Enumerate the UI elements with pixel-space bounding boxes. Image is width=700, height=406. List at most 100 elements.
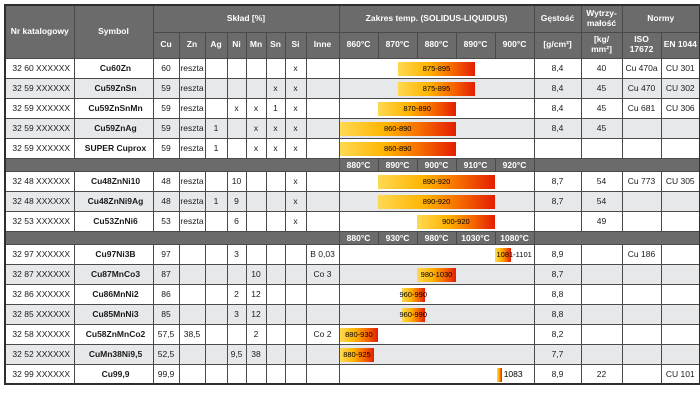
cell-iso [621,343,662,365]
cell-nr-katalogowy: 32 60 XXXXXX [4,57,75,79]
cell-iso: Cu 470 [621,77,662,99]
cell-symbol: Cu53ZnNi6 [73,210,154,232]
cell-ni: 2 [226,283,247,305]
temp-range-label: 1081-1101 [496,250,532,259]
cell-mn: 10 [245,263,267,285]
col-header-ni: Ni [226,31,247,59]
cell-inne [305,363,340,385]
cell-sn [265,243,286,265]
cell-wytrzymalosc: 45 [580,97,623,119]
temp-range-bar: 960-990 [399,287,427,302]
scale-separator-row: 880°C 890°C 900°C 910°C 920°C [4,157,700,172]
cell-cu: 97 [152,243,180,265]
cell-si [284,363,307,385]
cell-wytrzymalosc [580,137,623,159]
cell-sn [265,170,286,192]
cell-inne [305,137,340,159]
cell-inne [305,190,340,212]
cell-en: CU 305 [660,170,700,192]
cell-nr-katalogowy: 32 59 XXXXXX [4,77,75,99]
cell-cu: 86 [152,283,180,305]
cell-temp-range: 870-890 [338,97,535,119]
temp-range-bar: 900-920 [417,214,495,229]
cell-zn: reszta [178,190,206,212]
cell-inne: B 0,03 [305,243,340,265]
temp-range-bar: 890-920 [378,174,495,189]
cell-temp-range: 980-1030 [338,263,535,285]
cell-en: CU 301 [660,57,700,79]
cell-nr-katalogowy: 32 53 XXXXXX [4,210,75,232]
cell-cu: 85 [152,303,180,325]
cell-ni: 9 [226,190,247,212]
table-row: 32 99 XXXXXX Cu99,9 99,9 1083 8,9 22 CU 101 [4,363,700,385]
cell-si [284,303,307,325]
cell-nr-katalogowy: 32 59 XXXXXX [4,97,75,119]
cell-ag [204,57,228,79]
cell-sn [265,283,286,305]
cell-wytrzymalosc [580,323,623,345]
cell-inne [305,210,340,232]
cell-iso [621,137,662,159]
col-header-mn: Mn [245,31,267,59]
cell-wytrzymalosc: 54 [580,170,623,192]
cell-symbol: Cu59ZnSn [73,77,154,99]
temp-range-label: 980-1030 [420,270,453,279]
cell-cu: 53 [152,210,180,232]
cell-gestosc [533,137,582,159]
table-row: 32 85 XXXXXX Cu85MnNi3 85 3 12 960-990 8,8 [4,303,700,325]
cell-wytrzymalosc: 49 [580,210,623,232]
temp-range-bar: 1081-1101 [495,247,532,262]
temp-range-label: 875-895 [422,64,451,73]
table-row: 32 52 XXXXXX CuMn38Ni9,5 52,5 9,5 38 880-925 7… [4,343,700,365]
table-row: 32 59 XXXXXX Cu59ZnSn 59 reszta x x 875-895 8,4… [4,77,700,99]
cell-si: x [284,170,307,192]
cell-sn: x [265,77,286,99]
cell-si: x [284,77,307,99]
cell-inne [305,303,340,325]
cell-ni: 9,5 [226,343,247,365]
cell-en [660,263,700,285]
col-header-ag: Ag [204,31,228,59]
table-row: 32 97 XXXXXX Cu97Ni3B 97 3 B 0,03 1081-1101 8,… [4,243,700,265]
cell-inne [305,283,340,305]
cell-wytrzymalosc [580,243,623,265]
cell-temp-range: 860-890 [338,117,535,139]
cell-symbol: Cu58ZnMnCo2 [73,323,154,345]
cell-temp-range: 880-925 [338,343,535,365]
cell-sn [265,343,286,365]
cell-symbol: Cu87MnCo3 [73,263,154,285]
table-row: 32 59 XXXXXX Cu59ZnSnMn 59 reszta x x 1 x 870-89… [4,97,700,119]
cell-ni [226,323,247,345]
temp-range-label: 1083 [503,368,523,379]
cell-gestosc: 8,7 [533,190,582,212]
cell-en [660,210,700,232]
cell-mn [245,210,267,232]
temp-range-label: 960-990 [399,290,427,299]
cell-cu: 57,5 [152,323,180,345]
temp-range-label: 860-890 [383,144,412,153]
col-header-gestosc-unit: [g/cm³] [533,31,582,59]
temp-range-bar: 980-1030 [417,267,456,282]
table-row: 32 58 XXXXXX Cu58ZnMnCo2 57,5 38,5 2 Co 2 880-… [4,323,700,345]
cell-en [660,303,700,325]
cell-inne [305,117,340,139]
col-header-gestosc: Gęstość [533,4,582,33]
cell-si [284,323,307,345]
cell-gestosc: 8,9 [533,363,582,385]
cell-wytrzymalosc [580,263,623,285]
cell-zn: reszta [178,170,206,192]
cell-iso [621,363,662,385]
cell-ag [204,77,228,99]
cell-cu: 48 [152,190,180,212]
cell-temp-range: 1083 [338,363,535,385]
cell-mn: 38 [245,343,267,365]
col-header-inne: Inne [305,31,340,59]
cell-sn: x [265,117,286,139]
cell-ni [226,57,247,79]
cell-inne [305,77,340,99]
table-row: 32 48 XXXXXX Cu48ZnNi9Ag 48 reszta 1 9 x 890-92… [4,190,700,212]
cell-inne [305,57,340,79]
cell-cu: 59 [152,97,180,119]
cell-en [660,323,700,345]
cell-iso [621,117,662,139]
